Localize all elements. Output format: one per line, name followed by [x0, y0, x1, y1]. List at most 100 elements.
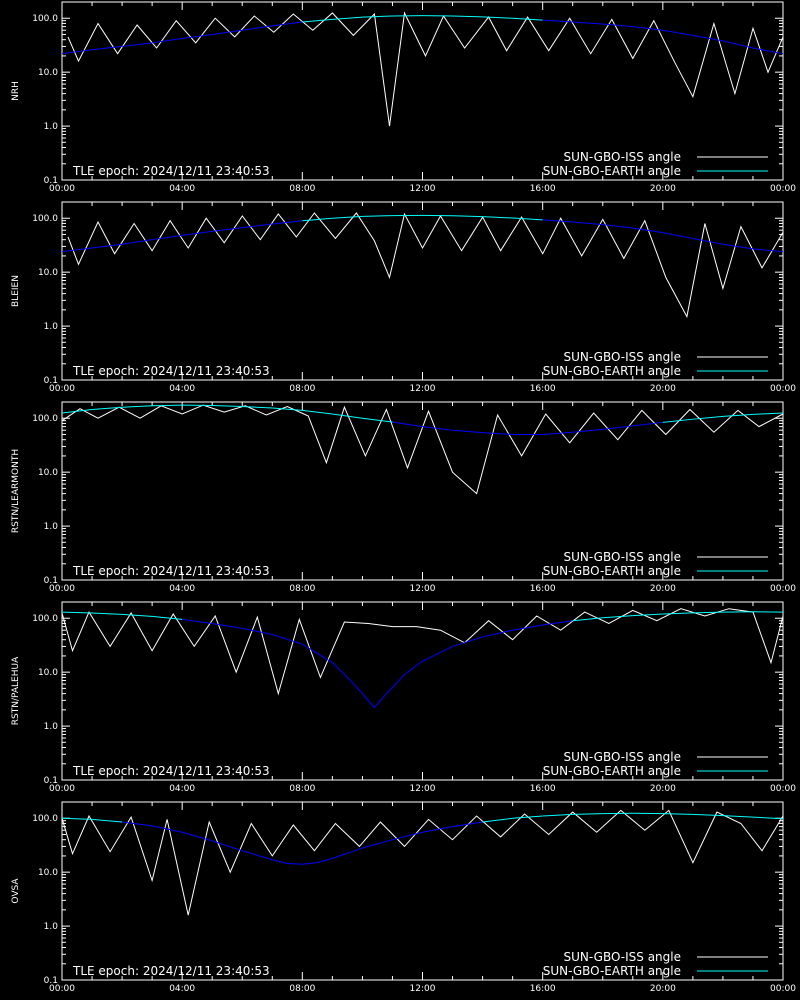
series-segment-sun-gbo-earth: [632, 227, 663, 234]
y-tick-label: 1.0: [44, 722, 59, 732]
series-segment-sun-gbo-earth: [512, 17, 543, 21]
series-segment-sun-gbo-earth: [512, 217, 543, 221]
x-tick-label: 04:00: [169, 384, 195, 394]
y-tick-label: 10.0: [38, 868, 58, 878]
series-segment-sun-gbo-earth: [374, 693, 387, 708]
series-segment-sun-gbo-earth: [602, 23, 633, 28]
series-segment-sun-gbo-earth: [752, 248, 784, 253]
series-segment-sun-gbo-earth: [362, 215, 393, 217]
series-segment-sun-gbo-earth: [362, 839, 393, 849]
series-segment-sun-gbo-earth: [452, 215, 483, 218]
series-line-sun-gbo-iss: [61, 809, 784, 916]
series-segment-sun-gbo-earth: [482, 216, 513, 219]
series-segment-sun-gbo-earth: [242, 406, 273, 409]
legend-label: SUN-GBO-EARTH angle: [543, 564, 681, 578]
x-tick-label: 00:00: [49, 384, 75, 394]
x-tick-label: 12:00: [410, 984, 436, 994]
series-line-sun-gbo-iss: [67, 11, 784, 127]
series-segment-sun-gbo-earth: [392, 831, 423, 841]
series-segment-sun-gbo-earth: [272, 21, 303, 27]
legend-label: SUN-GBO-ISS angle: [564, 750, 681, 764]
y-tick-label: 10.0: [38, 268, 58, 278]
series-segment-sun-gbo-earth: [287, 862, 303, 865]
series-segment-sun-gbo-earth: [386, 674, 405, 694]
y-tick-label: 10.0: [38, 68, 58, 78]
series-segment-sun-gbo-earth: [452, 821, 483, 828]
series-segment-sun-gbo-earth: [692, 238, 724, 245]
x-tick-label: 12:00: [410, 584, 436, 594]
series-segment-sun-gbo-earth: [317, 857, 333, 864]
y-tick-label: 1.0: [44, 922, 59, 932]
legend-label: SUN-GBO-ISS angle: [564, 150, 681, 164]
series-segment-sun-gbo-earth: [152, 38, 183, 44]
chart-panel-bleien: 0.1 1.0 10.0 100.0 00:00 04:00 08:00 12:00 16:00…: [11, 201, 796, 394]
series-segment-sun-gbo-earth: [572, 428, 603, 433]
series-segment-sun-gbo-earth: [482, 16, 513, 19]
x-tick-label: 20:00: [650, 784, 676, 794]
series-segment-sun-gbo-earth: [302, 18, 333, 23]
series-segment-sun-gbo-earth: [61, 49, 93, 55]
series-segment-sun-gbo-earth: [332, 16, 363, 20]
series-segment-sun-gbo-earth: [752, 47, 784, 55]
series-segment-sun-gbo-earth: [152, 404, 183, 407]
series-segment-sun-gbo-earth: [152, 825, 183, 833]
series-segment-sun-gbo-earth: [92, 612, 123, 615]
series-segment-sun-gbo-earth: [350, 680, 363, 694]
series-segment-sun-gbo-earth: [404, 660, 423, 676]
series-line-sun-gbo-iss: [67, 212, 784, 319]
series-segment-sun-gbo-earth: [632, 613, 663, 617]
legend-label: SUN-GBO-EARTH angle: [543, 164, 681, 178]
y-tick-label: 10.0: [38, 668, 58, 678]
y-tick-label: 0.1: [44, 776, 58, 786]
series-segment-sun-gbo-earth: [662, 813, 693, 815]
legend-label: SUN-GBO-ISS angle: [564, 550, 681, 564]
series-segment-sun-gbo-earth: [182, 618, 213, 624]
series-segment-sun-gbo-earth: [212, 227, 243, 232]
series-segment-sun-gbo-earth: [362, 693, 375, 708]
y-axis-label: NRH: [11, 81, 21, 101]
y-axis-label: RSTN/LEARMONTH: [11, 449, 21, 533]
series-segment-sun-gbo-earth: [482, 432, 513, 435]
series-segment-sun-gbo-earth: [692, 611, 723, 614]
series-segment-sun-gbo-earth: [272, 633, 303, 645]
series-segment-sun-gbo-earth: [242, 25, 273, 31]
series-segment-sun-gbo-earth: [752, 816, 784, 820]
series-segment-sun-gbo-earth: [272, 859, 288, 864]
series-segment-sun-gbo-earth: [602, 425, 633, 430]
legend-label: SUN-GBO-EARTH angle: [543, 764, 681, 778]
series-segment-sun-gbo-earth: [572, 21, 603, 25]
series-segment-sun-gbo-earth: [332, 662, 351, 681]
series-segment-sun-gbo-earth: [362, 15, 393, 18]
series-segment-sun-gbo-earth: [122, 239, 153, 245]
x-tick-label: 00:00: [770, 784, 796, 794]
tle-epoch-label: TLE epoch: 2024/12/11 23:40:53: [72, 764, 270, 778]
x-tick-label: 04:00: [169, 784, 195, 794]
series-segment-sun-gbo-earth: [542, 431, 573, 435]
x-tick-label: 00:00: [770, 384, 796, 394]
x-tick-label: 20:00: [650, 984, 676, 994]
series-segment-sun-gbo-earth: [452, 15, 483, 18]
x-tick-label: 00:00: [49, 184, 75, 194]
series-segment-sun-gbo-earth: [602, 615, 633, 619]
x-tick-label: 16:00: [530, 184, 556, 194]
series-segment-sun-gbo-earth: [662, 418, 693, 423]
series-segment-sun-gbo-earth: [722, 413, 753, 417]
x-tick-label: 08:00: [289, 584, 315, 594]
legend-label: SUN-GBO-EARTH angle: [543, 964, 681, 978]
x-tick-label: 04:00: [169, 584, 195, 594]
series-segment-sun-gbo-earth: [392, 421, 423, 428]
series-segment-sun-gbo-earth: [602, 224, 633, 229]
series-segment-sun-gbo-earth: [61, 611, 93, 614]
tle-epoch-label: TLE epoch: 2024/12/11 23:40:53: [72, 364, 270, 378]
series-segment-sun-gbo-earth: [572, 813, 603, 815]
x-tick-label: 16:00: [530, 984, 556, 994]
series-segment-sun-gbo-earth: [212, 622, 243, 629]
y-tick-label: 100.0: [32, 214, 58, 224]
series-segment-sun-gbo-earth: [182, 831, 213, 842]
x-tick-label: 20:00: [650, 184, 676, 194]
series-segment-sun-gbo-earth: [92, 406, 123, 411]
x-tick-label: 00:00: [770, 984, 796, 994]
series-segment-sun-gbo-earth: [572, 221, 603, 226]
series-segment-sun-gbo-earth: [332, 413, 363, 419]
x-tick-label: 16:00: [530, 784, 556, 794]
